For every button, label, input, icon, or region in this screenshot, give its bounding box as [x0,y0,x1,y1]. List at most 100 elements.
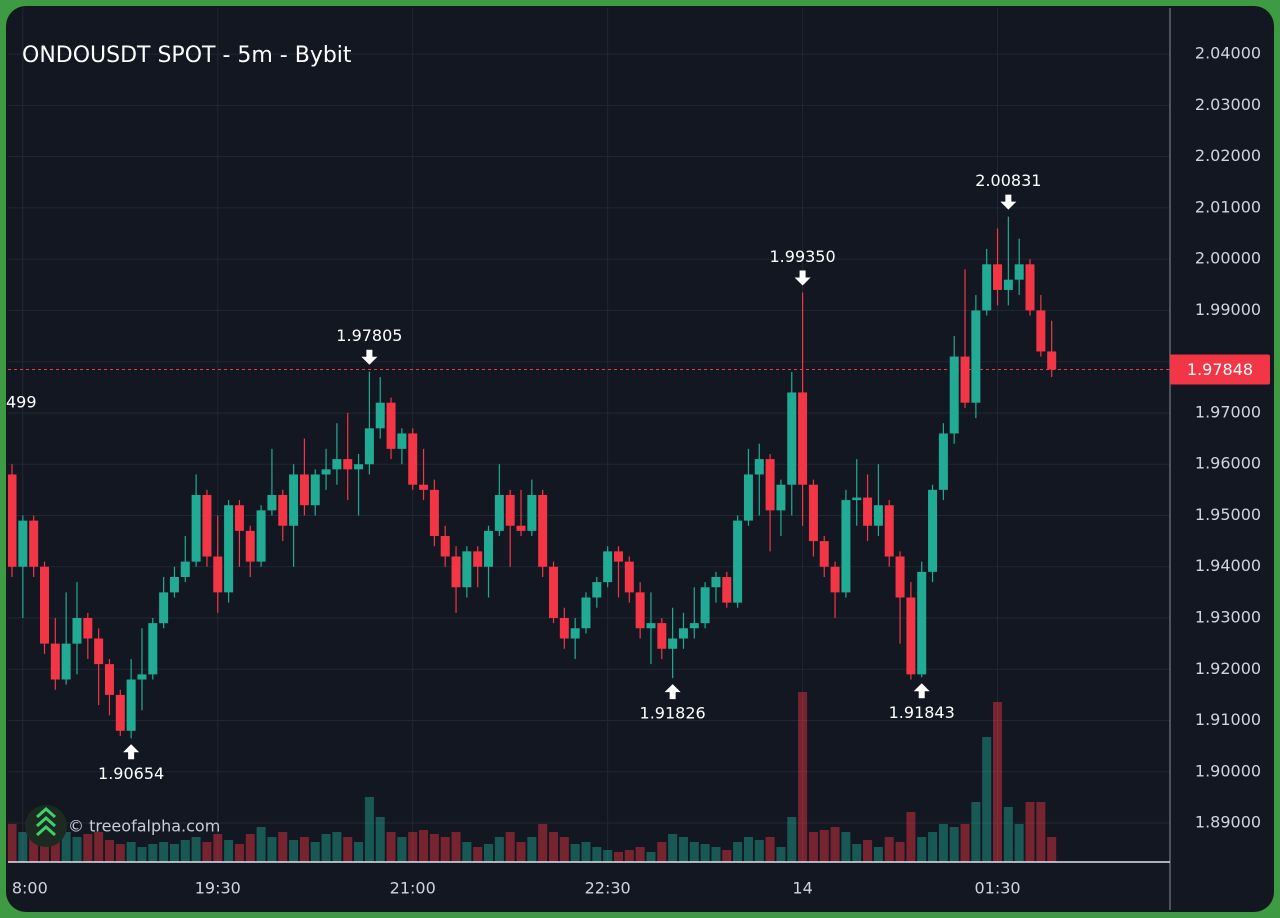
candle-body [689,623,699,629]
x-tick-label: 19:30 [195,879,241,898]
volume-bar [148,844,158,862]
candle-body [852,497,862,501]
low-label: 1.91826 [640,704,706,723]
high-label: 1.99350 [770,247,836,266]
volume-bar [646,852,656,862]
y-tick-label: 2.02000 [1195,146,1261,165]
candle-body [776,484,786,511]
volume-bar [971,802,981,862]
volume-bar [104,840,114,862]
candle-body [289,474,299,526]
volume-layer [8,692,1057,862]
volume-bar [408,832,418,862]
volume-bar [8,824,17,862]
high-label: 2.00831 [975,171,1041,190]
volume-bar [213,834,223,862]
volume-bar [1003,807,1013,862]
candle-body [419,484,429,490]
volume-bar [440,837,450,862]
candle-body [234,505,244,531]
candle-body [635,592,645,629]
candle-body [50,643,60,680]
volume-bar [321,834,331,862]
candle-body [8,474,17,567]
candle-body [245,530,255,562]
volume-bar [711,847,721,862]
last-price-box [1170,354,1270,385]
high-arrow [1000,194,1017,210]
volume-bar [917,837,927,862]
volume-bar [592,847,602,862]
candle-body [765,459,775,511]
candle-body [873,505,883,526]
axes: 1.89000 1.90000 1.91000 1.92000 1.93000 1.940… [12,44,1270,898]
volume-bar [310,842,320,862]
volume-bar [419,830,429,862]
volume-bar [906,812,916,862]
candle-body [343,459,353,470]
volume-bar [635,847,645,862]
candle-body [18,520,28,567]
candle-body [841,500,851,593]
volume-bar [722,850,732,862]
volume-bar [94,832,104,862]
grid [8,8,1170,862]
annotation-layer: 1.90654 1.97805 1.91826 1.99350 1.91843 2.008… [98,171,1041,783]
watermark: © treeofalpha.com [68,817,220,836]
candle-body [754,459,764,475]
candle-body [1003,279,1013,290]
volume-bar [180,840,190,862]
volume-bar [115,844,125,862]
candle-body [678,628,688,639]
candle-body [386,402,396,449]
volume-bar [278,832,288,862]
volume-bar [191,837,201,862]
volume-bar [949,827,959,862]
x-tick-label: 22:30 [585,879,631,898]
low-arrow [913,683,930,699]
volume-bar [570,844,580,862]
y-tick-label: 2.01000 [1195,197,1261,216]
volume-bar [354,842,364,862]
candle-body [429,489,439,536]
candle-body [375,402,385,429]
volume-bar [83,834,93,862]
candle-body [917,571,927,675]
candle-body [213,556,223,593]
y-tick-label: 1.91000 [1195,710,1261,729]
candle-body [224,505,234,593]
volume-bar [1025,802,1035,862]
candle-body [72,618,82,644]
candle-body [364,428,374,465]
candle-body [115,694,125,731]
candle-body [549,566,558,618]
y-tick-label: 1.95000 [1195,505,1261,524]
volume-bar [50,840,60,862]
candle-body [516,525,526,531]
candle-body [743,474,753,521]
last-price-label: 1.97848 [1187,360,1253,379]
volume-bar [364,797,374,862]
volume-bar [960,824,970,862]
volume-bar [429,834,439,862]
volume-bar [613,852,623,862]
candle-body [960,356,970,403]
candle-body [397,433,407,449]
candle-body [733,520,743,603]
candle-body [310,474,320,506]
volume-bar [527,837,537,862]
low-label: 1.90654 [98,764,164,783]
candle-body [700,587,710,624]
volume-bar [299,837,309,862]
candle-body [61,643,71,680]
candle-body [928,489,938,572]
candle-body [603,551,613,583]
volume-bar [1047,837,1057,862]
candle-body [39,566,49,644]
volume-bar [137,847,147,862]
y-tick-label: 1.89000 [1195,813,1261,832]
volume-bar [451,832,461,862]
candle-body [863,497,873,526]
volume-bar [603,850,613,862]
